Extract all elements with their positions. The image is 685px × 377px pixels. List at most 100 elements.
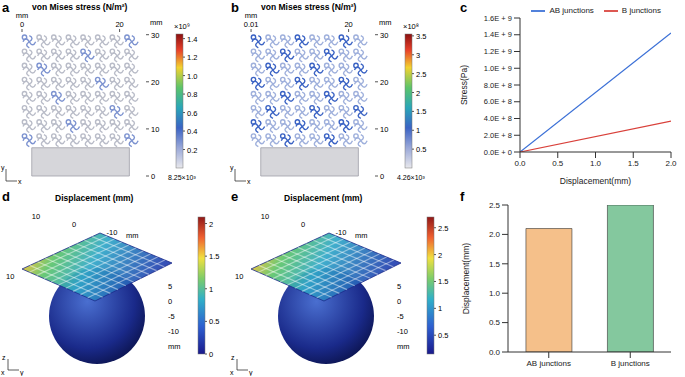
svg-text:10: 10 [32,212,40,221]
svg-text:0: 0 [151,172,155,181]
svg-text:0: 0 [301,220,305,229]
svg-text:0.8: 0.8 [187,90,197,99]
svg-text:0.5: 0.5 [552,159,564,168]
svg-text:1.5: 1.5 [416,107,426,116]
svg-text:1.5: 1.5 [209,252,219,261]
svg-text:6.0E + 8: 6.0E + 8 [484,97,512,106]
svg-text:2.5: 2.5 [489,201,501,210]
svg-text:2.0: 2.0 [665,159,677,168]
svg-text:-10: -10 [168,327,179,336]
svg-text:0.4: 0.4 [187,127,197,136]
svg-text:0: 0 [397,297,401,306]
svg-text:y: y [20,369,24,376]
svg-text:0: 0 [20,20,24,29]
svg-text:20: 20 [344,20,352,29]
svg-text:10: 10 [261,212,269,221]
svg-text:x: x [247,178,251,185]
svg-text:4.26×10³: 4.26×10³ [397,174,425,181]
svg-text:y: y [249,369,253,376]
svg-text:2.0: 2.0 [489,230,501,239]
svg-text:mm: mm [379,18,392,27]
svg-text:0: 0 [380,172,384,181]
svg-text:×10⁸: ×10⁸ [403,22,419,31]
svg-text:1.2: 1.2 [187,53,197,62]
svg-text:0.5: 0.5 [489,318,501,327]
svg-text:von Mises stress (N/m²): von Mises stress (N/m²) [261,2,357,12]
svg-text:4.0E + 8: 4.0E + 8 [484,114,512,123]
svg-text:-10: -10 [107,228,118,237]
svg-text:0.5: 0.5 [416,145,426,154]
svg-text:2.0E + 8: 2.0E + 8 [484,131,512,140]
svg-text:2.5: 2.5 [416,70,426,79]
svg-text:1.0: 1.0 [590,159,602,168]
svg-text:2: 2 [209,220,213,229]
svg-text:2.5: 2.5 [438,224,448,233]
svg-text:z: z [231,354,235,361]
svg-text:30: 30 [151,31,159,40]
svg-text:a: a [2,0,10,15]
svg-text:10: 10 [235,272,243,281]
svg-text:Displacement(mm): Displacement(mm) [461,243,471,314]
svg-text:0.6: 0.6 [187,109,197,118]
svg-text:8.25×10³: 8.25×10³ [168,174,196,181]
svg-text:3.5: 3.5 [416,32,426,41]
svg-text:0: 0 [72,220,76,229]
svg-text:Displacement(mm): Displacement(mm) [560,176,631,186]
svg-text:1.2E + 9: 1.2E + 9 [484,47,512,56]
svg-text:1.5: 1.5 [489,260,501,269]
svg-text:1.4: 1.4 [187,35,197,44]
svg-text:B junctions: B junctions [611,359,650,368]
svg-text:0.0E + 0: 0.0E + 0 [484,148,512,157]
svg-text:mm: mm [150,18,163,27]
svg-text:Displacement (mm): Displacement (mm) [55,193,134,203]
svg-text:1: 1 [438,304,442,313]
svg-text:0.0: 0.0 [489,348,501,357]
svg-text:0: 0 [209,350,213,359]
svg-text:10: 10 [151,125,159,134]
svg-text:mm: mm [397,342,410,351]
svg-text:1.0: 1.0 [187,72,197,81]
svg-text:1: 1 [209,285,213,294]
svg-text:10: 10 [6,272,14,281]
svg-text:0: 0 [168,297,172,306]
svg-text:0.5: 0.5 [209,317,219,326]
svg-text:mm: mm [168,342,181,351]
svg-text:5: 5 [397,282,401,291]
svg-text:30: 30 [380,31,388,40]
svg-text:Stress(Pa): Stress(Pa) [459,65,469,105]
svg-text:b: b [231,0,239,15]
svg-text:1.5: 1.5 [438,277,448,286]
svg-text:2: 2 [438,251,442,260]
svg-text:0.0: 0.0 [514,159,526,168]
svg-text:0.2: 0.2 [187,146,197,155]
svg-text:1.4E + 9: 1.4E + 9 [484,30,512,39]
svg-text:z: z [2,354,6,361]
svg-text:von Mises stress (N/m²): von Mises stress (N/m²) [32,2,128,12]
svg-text:5: 5 [168,282,172,291]
svg-text:1.0: 1.0 [489,289,501,298]
svg-text:mm: mm [16,11,29,20]
svg-text:8.0E + 8: 8.0E + 8 [484,81,512,90]
svg-text:y: y [230,164,234,172]
svg-text:-5: -5 [168,312,175,321]
svg-text:0.01: 0.01 [244,20,259,29]
svg-text:20: 20 [380,78,388,87]
svg-text:AB junctions: AB junctions [527,359,571,368]
svg-text:20: 20 [115,20,123,29]
svg-text:mm: mm [355,231,368,240]
svg-text:mm: mm [245,11,258,20]
svg-text:e: e [231,189,238,204]
svg-text:Displacement (mm): Displacement (mm) [284,193,363,203]
svg-text:0.5: 0.5 [438,331,448,340]
svg-text:x: x [1,369,5,376]
svg-text:x: x [18,178,22,185]
svg-text:y: y [1,164,5,172]
svg-text:1.6E + 9: 1.6E + 9 [484,14,512,23]
svg-text:3: 3 [416,51,420,60]
svg-text:1.5: 1.5 [628,159,640,168]
svg-text:x: x [230,369,234,376]
svg-text:-5: -5 [397,312,404,321]
svg-text:d: d [2,189,10,204]
svg-text:20: 20 [151,78,159,87]
svg-text:×10⁹: ×10⁹ [174,22,190,31]
